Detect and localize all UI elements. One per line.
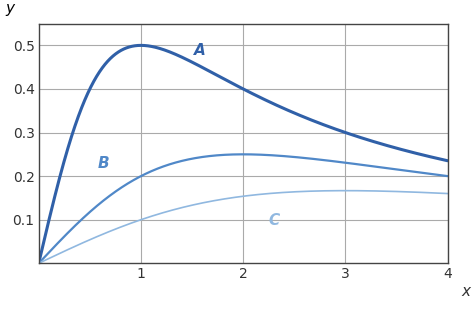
Text: A: A <box>194 43 206 58</box>
Text: C: C <box>268 213 279 228</box>
Y-axis label: y: y <box>6 1 15 16</box>
Text: B: B <box>98 156 109 171</box>
Text: x: x <box>460 284 469 299</box>
